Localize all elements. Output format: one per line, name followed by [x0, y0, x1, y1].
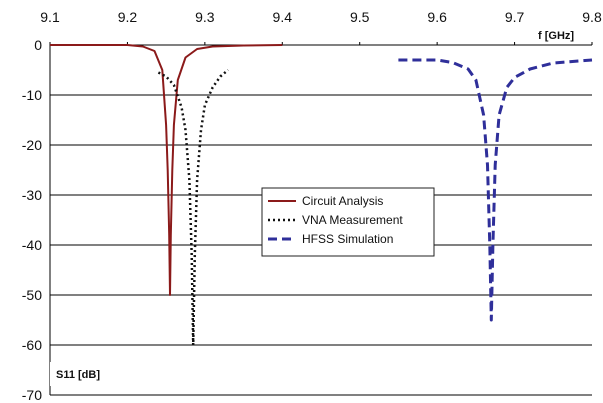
y-tick-label-7: -70 — [22, 387, 42, 403]
legend-box — [261, 187, 435, 257]
y-tick-label-0: 0 — [34, 37, 42, 53]
x-tick-label-5: 9.6 — [427, 9, 447, 25]
y-axis-label-background — [50, 362, 120, 386]
x-tick-label-0: 9.1 — [40, 9, 60, 25]
x-axis-label: f [GHz] — [538, 30, 574, 42]
y-tick-label-1: -10 — [22, 87, 42, 103]
x-tick-label-2: 9.3 — [195, 9, 215, 25]
y-tick-label-3: -30 — [22, 187, 42, 203]
x-tick-label-7: 9.8 — [582, 9, 602, 25]
x-tick-label-6: 9.7 — [505, 9, 525, 25]
x-tick-label-4: 9.5 — [350, 9, 370, 25]
y-tick-label-4: -40 — [22, 237, 42, 253]
y-axis-label: S11 [dB] — [56, 369, 100, 381]
y-tick-label-5: -50 — [22, 287, 42, 303]
x-tick-label-3: 9.4 — [273, 9, 293, 25]
y-tick-label-2: -20 — [22, 137, 42, 153]
tick-labels: 0 -10 -20 -30 -40 -50 -60 -70 9.1 9.2 9.3 9.4 9.5 9.6… — [22, 9, 602, 403]
series-line-circuit-analysis — [50, 44, 283, 296]
legend-label-2: HFSS Simulation — [302, 232, 393, 246]
series-lines — [50, 44, 593, 347]
y-axis-label-box: S11 [dB] — [50, 362, 120, 386]
x-tick-label-1: 9.2 — [118, 9, 138, 25]
series-line-hfss-simulation — [398, 58, 593, 322]
y-tick-label-6: -60 — [22, 337, 42, 353]
legend-label-1: VNA Measurement — [302, 213, 403, 227]
legend-label-0: Circuit Analysis — [302, 194, 383, 208]
legend: Circuit Analysis VNA Measurement HFSS Simu… — [261, 187, 435, 257]
legend-entries: Circuit Analysis VNA Measurement HFSS Simu… — [268, 194, 403, 246]
grid-lines — [49, 42, 593, 396]
series-line-vna-measurement — [157, 69, 229, 347]
